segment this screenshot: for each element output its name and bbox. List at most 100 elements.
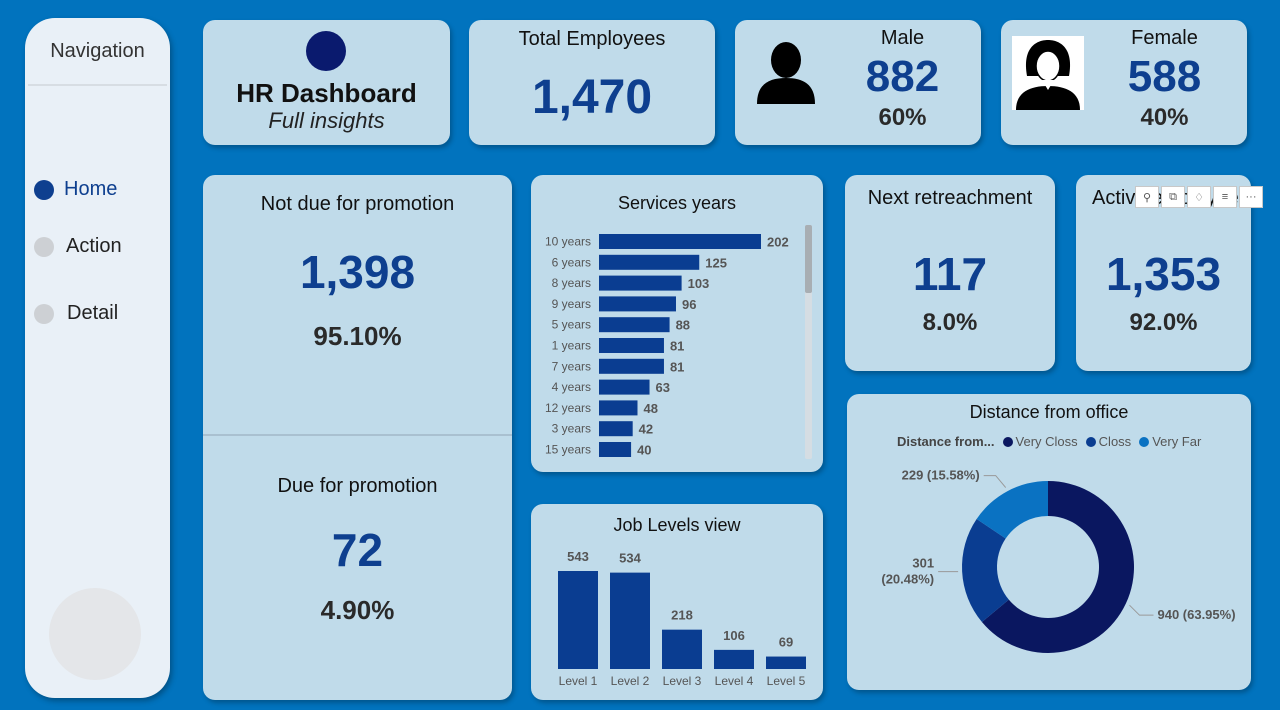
bar <box>558 571 598 669</box>
female-person-icon <box>1012 36 1084 110</box>
tick-label: 15 years <box>545 443 591 457</box>
tick-label: 3 years <box>552 422 591 436</box>
kpi-label: Not due for promotion <box>260 193 455 215</box>
tick-label: Level 1 <box>559 674 598 688</box>
female-card: Female 588 40% <box>1001 20 1247 145</box>
bar <box>714 649 754 669</box>
kpi-value: 117 <box>912 248 988 300</box>
visual-header-toolbar: ⚲ ⧉ ♢ ≡ ··· <box>1135 186 1263 208</box>
kpi-value: 1,470 <box>531 71 653 124</box>
tick-label: 5 years <box>552 318 591 332</box>
nav-item-action[interactable]: Action <box>34 235 122 258</box>
data-label: 40 <box>637 443 651 458</box>
bar <box>662 629 702 669</box>
bar <box>610 572 650 669</box>
kpi-value: 1,398 <box>299 246 416 298</box>
header-card: HR Dashboard Full insights <box>203 20 450 145</box>
home-radio-icon <box>34 179 54 200</box>
bar <box>599 442 632 457</box>
navigation-title: Navigation <box>50 40 145 62</box>
data-label: 103 <box>688 276 710 291</box>
donut-slice <box>962 519 1009 623</box>
legend-item[interactable]: Very Closs <box>1015 434 1078 449</box>
legend-dot-icon <box>1002 437 1013 447</box>
kpi-percent: 40% <box>1140 104 1189 131</box>
chart-title: Job Levels view <box>613 515 741 535</box>
kpi-percent: 95.10% <box>313 321 402 351</box>
tick-label: Level 3 <box>663 674 702 688</box>
divider <box>203 434 512 436</box>
legend-item[interactable]: Closs <box>1098 434 1132 449</box>
promotion-card: Not due for promotion 1,398 95.10% Due f… <box>203 175 512 700</box>
data-label: 940 (63.95%) <box>1157 607 1235 622</box>
tick-label: 4 years <box>552 380 591 394</box>
data-label: 48 <box>643 401 657 416</box>
navigation-panel: Navigation Home Action Detail <box>25 18 170 698</box>
data-label: 69 <box>779 635 793 650</box>
kpi-percent: 60% <box>878 104 927 131</box>
kpi-label: Female <box>1131 27 1198 49</box>
leader-line <box>983 475 1007 488</box>
nav-label: Detail <box>67 302 119 324</box>
scrollbar[interactable] <box>805 225 812 459</box>
data-label: 543 <box>567 549 589 564</box>
tick-label: 7 years <box>552 359 591 373</box>
bar <box>599 317 670 333</box>
page-subtitle: Full insights <box>268 108 385 133</box>
data-label: 534 <box>619 551 641 566</box>
data-label: 229 (15.58%) <box>902 468 980 483</box>
data-label: 81 <box>670 339 684 354</box>
kpi-value: 1,353 <box>1105 248 1222 300</box>
data-label: 42 <box>639 422 653 437</box>
header-dot-icon <box>306 31 346 71</box>
donut-slice <box>981 481 1134 653</box>
bar <box>599 421 633 437</box>
tick-label: 9 years <box>552 297 591 311</box>
services-years-card: Services years 10 years 202 6 years 125 8 ye… <box>531 175 823 472</box>
filter-icon[interactable]: ≡ <box>1213 186 1237 208</box>
nav-label: Home <box>64 178 118 200</box>
bar <box>766 656 806 669</box>
data-label: 96 <box>682 297 696 312</box>
distance-donut-chart: 940 (63.95%) 301 (20.48%) 229 (15.58%) <box>881 468 1236 653</box>
data-label: 63 <box>656 380 670 395</box>
data-label: 88 <box>676 318 690 333</box>
next-retrenchment-card: Next retreachment 117 8.0% <box>845 175 1055 371</box>
legend-dot-icon <box>1085 437 1096 447</box>
chart-title: Distance from office <box>969 402 1129 422</box>
tick-label: Level 4 <box>715 674 754 688</box>
data-label: 202 <box>767 235 789 250</box>
bar <box>599 296 676 312</box>
total-employees-card: Total Employees 1,470 <box>469 20 715 145</box>
data-label: 81 <box>670 359 684 374</box>
bar <box>599 254 700 270</box>
donut-slice <box>976 481 1048 539</box>
kpi-percent: 8.0% <box>922 309 978 336</box>
legend-title: Distance from... <box>897 434 995 449</box>
bar <box>599 400 638 416</box>
data-label: 106 <box>723 628 745 643</box>
data-label: 125 <box>705 255 727 270</box>
tick-label: 1 years <box>552 339 591 353</box>
legend-dot-icon <box>1139 437 1150 447</box>
more-options-icon[interactable]: ··· <box>1239 186 1263 208</box>
alert-icon[interactable]: ♢ <box>1187 186 1211 208</box>
bar <box>599 338 664 353</box>
legend-item[interactable]: Very Far <box>1152 434 1202 449</box>
kpi-label: Next retreachment <box>867 187 1033 209</box>
bar <box>599 234 761 249</box>
pin-icon[interactable]: ⚲ <box>1135 186 1159 208</box>
nav-button-circle[interactable] <box>49 588 141 680</box>
kpi-value: 588 <box>1127 52 1202 101</box>
tick-label: Level 5 <box>767 674 806 688</box>
bar <box>599 379 650 395</box>
divider <box>28 84 167 86</box>
nav-item-detail[interactable]: Detail <box>34 302 118 325</box>
nav-item-home[interactable]: Home <box>34 178 117 201</box>
services-years-chart: 10 years 202 6 years 125 8 years 103 9 years 96… <box>545 234 789 458</box>
data-label: 218 <box>671 608 693 623</box>
job-levels-card: Job Levels view 543 Level 1 534 Level 2 218 L… <box>531 504 823 700</box>
scrollbar-thumb[interactable] <box>805 225 812 293</box>
copy-icon[interactable]: ⧉ <box>1161 186 1185 208</box>
kpi-value: 72 <box>331 524 384 576</box>
